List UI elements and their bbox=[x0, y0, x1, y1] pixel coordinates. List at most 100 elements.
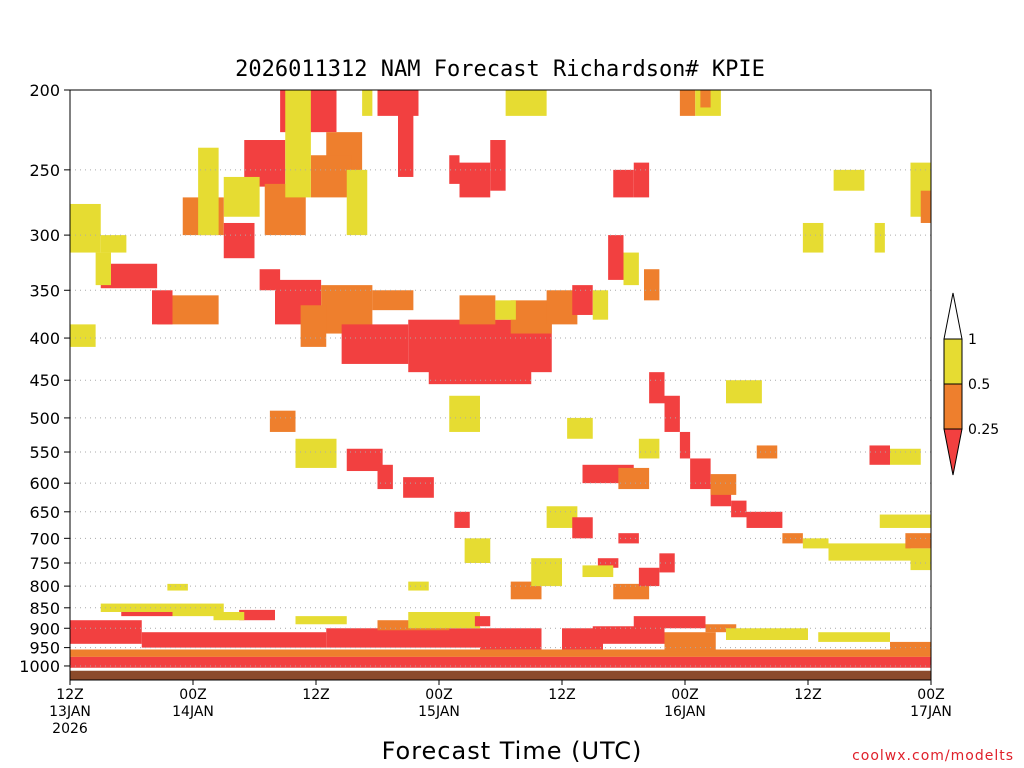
heatmap-cell-yellow bbox=[592, 290, 609, 320]
heatmap-cell-orange bbox=[510, 300, 552, 334]
credit-text: coolwx.com/modelts bbox=[852, 748, 1014, 764]
heatmap-cell-yellow bbox=[828, 543, 911, 561]
heatmap-cell-red bbox=[239, 609, 275, 621]
legend-swatch-red bbox=[943, 428, 963, 476]
heatmap-cell-orange bbox=[679, 90, 696, 116]
heatmap-cell-yellow bbox=[95, 252, 111, 286]
heatmap-cell-red bbox=[618, 533, 639, 544]
heatmap-cell-orange bbox=[618, 467, 650, 490]
heatmap-cell-red bbox=[449, 155, 460, 184]
y-tick-label: 850 bbox=[29, 599, 60, 618]
heatmap-cell-orange bbox=[372, 290, 414, 311]
heatmap-cell-yellow bbox=[623, 252, 639, 286]
heatmap-cell-yellow bbox=[726, 380, 762, 404]
y-tick-label: 1000 bbox=[19, 657, 60, 676]
heatmap-cell-yellow bbox=[726, 628, 808, 640]
y-tick-label: 350 bbox=[29, 281, 60, 300]
heatmap-cell-red bbox=[633, 162, 650, 198]
heatmap-cell-yellow bbox=[213, 611, 245, 621]
heatmap-cells bbox=[70, 90, 931, 668]
chart-title: 2026011312 NAM Forecast Richardson# KPIE bbox=[235, 57, 765, 82]
heatmap-cell-orange bbox=[905, 533, 931, 549]
y-tick-label: 600 bbox=[29, 474, 60, 493]
y-tick-label: 950 bbox=[29, 639, 60, 658]
heatmap-cell-yellow bbox=[198, 147, 219, 236]
heatmap-cell-red bbox=[326, 628, 480, 648]
legend-label: 1 bbox=[968, 332, 977, 348]
heatmap-cell-red bbox=[633, 616, 706, 629]
heatmap-cell-red bbox=[428, 355, 532, 385]
heatmap-cell-yellow bbox=[449, 395, 480, 432]
heatmap-cell-yellow bbox=[818, 632, 890, 642]
x-tick-label: 12Z bbox=[302, 687, 329, 703]
heatmap-cell-yellow bbox=[802, 538, 829, 549]
heatmap-cell-red bbox=[454, 511, 470, 528]
heatmap-cell-yellow bbox=[167, 583, 188, 591]
heatmap-cell-red bbox=[592, 626, 665, 644]
heatmap-cell-yellow bbox=[495, 300, 516, 320]
x-tick-label: 13JAN bbox=[49, 704, 91, 720]
y-tick-label: 300 bbox=[29, 226, 60, 245]
y-tick-label: 550 bbox=[29, 443, 60, 462]
heatmap-cell-yellow bbox=[223, 176, 260, 217]
heatmap-cell-orange bbox=[782, 533, 803, 544]
y-tick-label: 750 bbox=[29, 554, 60, 573]
heatmap-cell-yellow bbox=[100, 235, 127, 253]
x-tick-label: 14JAN bbox=[172, 704, 214, 720]
heatmap-cell-yellow bbox=[172, 603, 224, 617]
heatmap-cell-red bbox=[152, 290, 173, 325]
legend-swatch-top bbox=[943, 292, 963, 340]
heatmap-cell-orange bbox=[300, 305, 327, 347]
x-tick-label: 00Z bbox=[917, 687, 944, 703]
heatmap-cell-orange bbox=[710, 474, 737, 495]
heatmap-cell-orange bbox=[756, 445, 778, 459]
y-tick-label: 500 bbox=[29, 409, 60, 428]
x-tick-label: 00Z bbox=[671, 687, 698, 703]
heatmap-cell-yellow bbox=[408, 581, 429, 591]
plot-frame bbox=[69, 89, 932, 681]
heatmap-cell-red bbox=[490, 140, 506, 191]
heatmap-cell-yellow bbox=[285, 90, 311, 198]
y-tick-label: 700 bbox=[29, 529, 60, 548]
heatmap-cell-yellow bbox=[879, 514, 931, 528]
y-tick-label: 200 bbox=[29, 81, 60, 100]
heatmap-cell-yellow bbox=[464, 538, 491, 564]
y-tick-label: 900 bbox=[29, 619, 60, 638]
heatmap-cell-orange bbox=[920, 190, 931, 223]
heatmap-cell-yellow bbox=[874, 222, 885, 253]
heatmap-cell-orange bbox=[700, 90, 711, 108]
y-tick-label: 800 bbox=[29, 577, 60, 596]
x-tick-label: 00Z bbox=[179, 687, 206, 703]
heatmap-cell-yellow bbox=[70, 203, 101, 253]
x-tick-label: 15JAN bbox=[418, 704, 460, 720]
heatmap-cell-orange bbox=[459, 295, 496, 325]
heatmap-cell-red bbox=[731, 500, 747, 518]
heatmap-cell-yellow bbox=[408, 611, 480, 629]
heatmap-cell-red bbox=[638, 567, 660, 587]
heatmap-cell-yellow bbox=[295, 616, 347, 625]
heatmap-cell-red bbox=[572, 517, 593, 539]
x-tick-label: 17JAN bbox=[910, 704, 952, 720]
y-tick-label: 250 bbox=[29, 161, 60, 180]
heatmap-cell-red bbox=[474, 616, 491, 627]
heatmap-cell-yellow bbox=[505, 90, 547, 116]
legend-label: 0.5 bbox=[968, 377, 990, 393]
heatmap-cell-yellow bbox=[582, 565, 614, 578]
heatmap-cell-red bbox=[659, 553, 675, 573]
heatmap-cell-red bbox=[341, 324, 409, 364]
x-tick-label: 00Z bbox=[425, 687, 452, 703]
heatmap-cell-red bbox=[597, 558, 619, 568]
heatmap-cell-red bbox=[869, 445, 890, 465]
heatmap-cell-red bbox=[664, 395, 680, 432]
x-tick-label: 12Z bbox=[794, 687, 821, 703]
heatmap-cell-orange bbox=[890, 641, 931, 650]
y-tick-label: 450 bbox=[29, 371, 60, 390]
heatmap-cell-yellow bbox=[295, 438, 337, 468]
legend-label: 0.25 bbox=[968, 422, 999, 438]
heatmap-cell-yellow bbox=[70, 324, 96, 347]
heatmap-cell-yellow bbox=[567, 417, 593, 439]
heatmap-cell-red bbox=[403, 477, 434, 498]
heatmap-cell-red bbox=[398, 107, 414, 177]
x-axis-title: Forecast Time (UTC) bbox=[382, 737, 643, 765]
